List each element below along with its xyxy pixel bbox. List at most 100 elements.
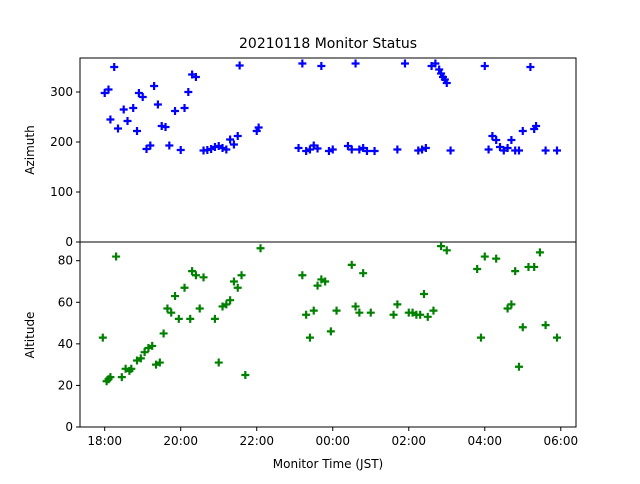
azimuth-point (146, 141, 155, 150)
altitude-point (210, 314, 219, 323)
azimuth-point (150, 82, 159, 90)
azimuth-point (421, 144, 430, 152)
altitude-point (163, 304, 172, 313)
azimuth-point (503, 144, 512, 152)
azimuth-point (191, 73, 200, 81)
altitude-point (140, 348, 149, 357)
azimuth-point (518, 127, 527, 135)
azimuth-point (104, 85, 113, 94)
x-axis: 18:00 20:00 22:00 00:00 02:00 04:00 06:00 (87, 427, 578, 448)
altitude-point (148, 341, 157, 350)
altitude-point (174, 314, 183, 323)
x-tick-label: 00:00 (315, 434, 350, 448)
x-tick-label: 02:00 (391, 434, 426, 448)
azimuth-point (171, 107, 180, 115)
altitude-point (188, 267, 197, 276)
altitude-axis-label: Altitude (23, 312, 37, 359)
altitude-point (199, 273, 208, 282)
azimuth-point (442, 79, 451, 87)
altitude-point (332, 306, 341, 315)
altitude-point (366, 308, 375, 317)
azimuth-point (484, 145, 493, 154)
azimuth-point (123, 117, 132, 125)
altitude-point (541, 321, 550, 330)
azimuth-point (110, 63, 119, 71)
azimuth-point (133, 127, 142, 135)
azimuth-point (431, 59, 440, 68)
altitude-plot-frame (79, 241, 577, 428)
altitude-point (503, 304, 512, 313)
azimuth-point (552, 146, 561, 155)
altitude-point (309, 306, 318, 315)
altitude-point (226, 296, 235, 305)
altitude-point (389, 310, 398, 319)
altitude-point (518, 323, 527, 332)
altitude-point (98, 333, 107, 342)
azimuth-point (222, 145, 231, 154)
azimuth-point (492, 136, 501, 144)
altitude-point (480, 252, 489, 261)
x-axis-label: Monitor Time (JST) (273, 457, 383, 471)
azimuth-point (362, 147, 371, 155)
altitude-point (326, 327, 335, 336)
altitude-point (507, 300, 516, 309)
azimuth-point (129, 104, 138, 112)
azimuth-point (106, 115, 115, 124)
altitude-y-tick-label: 60 (58, 295, 73, 309)
azimuth-point (317, 62, 326, 70)
altitude-point (191, 271, 200, 280)
azimuth-point (229, 140, 238, 149)
altitude-point (180, 283, 189, 292)
azimuth-point (393, 145, 402, 154)
altitude-panel: 0 20 40 60 80 (58, 241, 577, 434)
azimuth-point (138, 93, 147, 101)
altitude-point (127, 364, 136, 373)
altitude-point (222, 300, 231, 309)
altitude-point (429, 306, 438, 315)
azimuth-point (233, 132, 242, 140)
altitude-point (195, 304, 204, 313)
altitude-point (347, 260, 356, 269)
x-tick-label: 20:00 (163, 434, 198, 448)
altitude-point (552, 333, 561, 342)
altitude-y-tick-label: 0 (65, 420, 73, 434)
azimuth-point (347, 145, 356, 154)
azimuth-point (370, 147, 379, 155)
azimuth-point (298, 59, 307, 68)
altitude-point (416, 310, 425, 319)
azimuth-markers (100, 59, 561, 155)
altitude-point (321, 277, 330, 286)
altitude-point (302, 310, 311, 319)
azimuth-point (176, 146, 185, 154)
altitude-point (298, 271, 307, 280)
x-tick-label: 22:00 (239, 434, 274, 448)
azimuth-point (305, 145, 314, 154)
altitude-point (136, 354, 145, 363)
altitude-point (233, 283, 242, 292)
altitude-point (351, 302, 360, 311)
azimuth-point (165, 141, 174, 150)
azimuth-point (514, 146, 523, 155)
azimuth-point (355, 145, 364, 154)
altitude-point (511, 267, 520, 276)
azimuth-panel: 0 100 200 300 (50, 57, 577, 249)
x-tick-label: 06:00 (544, 434, 579, 448)
altitude-point (514, 362, 523, 371)
altitude-point (229, 277, 238, 286)
azimuth-point (302, 147, 311, 155)
altitude-point (106, 373, 115, 382)
azimuth-point (418, 145, 427, 154)
azimuth-point (488, 132, 497, 140)
altitude-markers (98, 242, 561, 386)
azimuth-axis-label: Azimuth (23, 125, 37, 174)
azimuth-point (328, 145, 337, 154)
x-tick-label: 04:00 (467, 434, 502, 448)
azimuth-point (526, 63, 535, 71)
altitude-point (442, 246, 451, 255)
altitude-point (305, 333, 314, 342)
altitude-point (167, 308, 176, 317)
altitude-point (359, 269, 368, 278)
azimuth-point (114, 124, 123, 133)
